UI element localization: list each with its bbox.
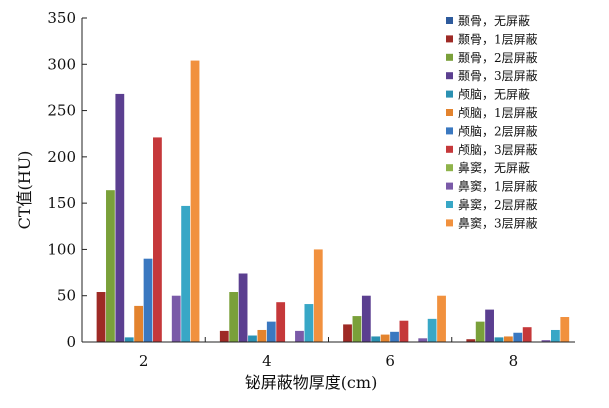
legend-label: 鼻窦，3层屏蔽 bbox=[458, 215, 538, 230]
x-axis-title: 铋屏蔽物厚度(cm) bbox=[245, 373, 378, 392]
legend-label: 颅脑，3层屏蔽 bbox=[458, 143, 538, 157]
bar bbox=[96, 292, 106, 342]
bar bbox=[295, 330, 304, 342]
legend-swatch bbox=[446, 35, 453, 43]
bar bbox=[257, 329, 267, 342]
bar bbox=[143, 258, 153, 342]
bar bbox=[541, 340, 551, 342]
legend-label: 鼻窦，无屏蔽 bbox=[458, 160, 530, 175]
bar bbox=[313, 249, 323, 342]
bar bbox=[427, 318, 437, 342]
y-tick-label: 150 bbox=[47, 194, 76, 212]
legend-label: 颞骨，2层屏蔽 bbox=[458, 51, 538, 65]
bar bbox=[513, 332, 523, 342]
bar bbox=[390, 331, 399, 342]
bar bbox=[153, 137, 162, 342]
legend-swatch bbox=[446, 17, 453, 24]
bar bbox=[560, 317, 570, 342]
legend-label: 颅脑，无屏蔽 bbox=[458, 88, 530, 102]
bar bbox=[181, 205, 191, 342]
bar bbox=[494, 337, 504, 342]
bar bbox=[485, 309, 494, 342]
x-tick-label: 4 bbox=[262, 352, 272, 370]
bar bbox=[522, 327, 532, 342]
legend-label: 鼻窦，2层屏蔽 bbox=[458, 197, 538, 212]
bar bbox=[219, 330, 229, 342]
legend-swatch bbox=[446, 109, 453, 116]
x-tick-label: 6 bbox=[385, 352, 395, 370]
bar bbox=[361, 295, 371, 342]
bar bbox=[171, 295, 181, 342]
bar bbox=[550, 329, 560, 342]
bar bbox=[124, 337, 134, 342]
y-tick-label: 100 bbox=[47, 240, 76, 258]
bar bbox=[475, 321, 485, 342]
legend-label: 颞骨，1层屏蔽 bbox=[458, 32, 538, 46]
y-tick-label: 250 bbox=[47, 102, 76, 120]
bar bbox=[248, 335, 257, 342]
bar bbox=[229, 292, 239, 342]
y-tick-label: 300 bbox=[47, 55, 76, 73]
legend: 颞骨，无屏蔽颞骨，1层屏蔽颞骨，2层屏蔽颞骨，3层屏蔽颅脑，无屏蔽颅脑，1层屏蔽… bbox=[446, 14, 538, 230]
bar bbox=[304, 304, 314, 342]
bar bbox=[352, 316, 362, 342]
x-tick-label: 2 bbox=[139, 352, 149, 370]
legend-swatch bbox=[446, 53, 453, 61]
legend-label: 颅脑，2层屏蔽 bbox=[458, 124, 538, 138]
bar bbox=[134, 305, 144, 342]
legend-swatch bbox=[446, 90, 453, 98]
legend-swatch bbox=[446, 219, 453, 227]
y-axis-title: CT值(HU) bbox=[15, 151, 34, 230]
y-tick-label: 0 bbox=[66, 333, 76, 351]
bar bbox=[276, 302, 286, 342]
legend-swatch bbox=[446, 72, 453, 80]
legend-swatch bbox=[446, 145, 453, 153]
axes: 0 50 100 150 200 250 300 350 2 4 6 8 bbox=[47, 9, 575, 370]
bar bbox=[115, 93, 125, 342]
bar bbox=[190, 60, 200, 342]
bar bbox=[371, 336, 381, 342]
bar bbox=[466, 339, 476, 342]
legend-swatch bbox=[446, 201, 453, 208]
x-tick-label: 8 bbox=[509, 352, 519, 370]
bar bbox=[238, 273, 248, 342]
bar bbox=[437, 295, 446, 342]
bar bbox=[503, 336, 513, 342]
legend-label: 颅脑，1层屏蔽 bbox=[458, 106, 538, 120]
bar bbox=[399, 320, 409, 342]
y-tick-label: 200 bbox=[47, 148, 76, 166]
bar bbox=[343, 324, 352, 342]
bar bbox=[106, 190, 115, 342]
bar bbox=[380, 334, 390, 342]
legend-swatch bbox=[446, 164, 453, 172]
legend-label: 颞骨，3层屏蔽 bbox=[458, 69, 538, 83]
plot-area bbox=[96, 60, 570, 342]
legend-label: 鼻窦，1层屏蔽 bbox=[458, 179, 538, 194]
bar bbox=[266, 321, 276, 342]
y-tick-label: 50 bbox=[57, 287, 76, 305]
bar bbox=[418, 338, 428, 342]
legend-swatch bbox=[446, 127, 453, 135]
legend-label: 颞骨，无屏蔽 bbox=[458, 14, 530, 28]
y-tick-label: 350 bbox=[47, 9, 76, 27]
legend-swatch bbox=[446, 182, 453, 190]
